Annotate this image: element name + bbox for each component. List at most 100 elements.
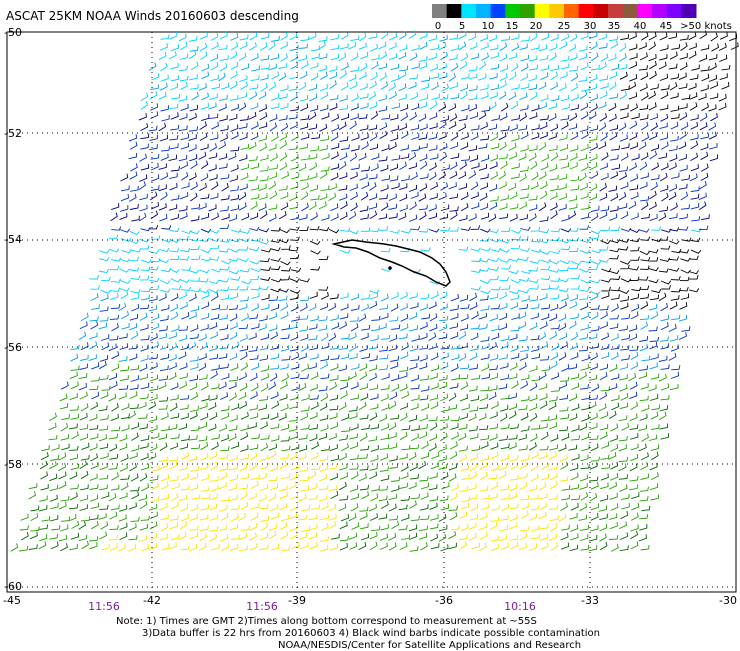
wind-barb [178, 236, 189, 241]
wind-barb [298, 494, 307, 502]
wind-barb [469, 154, 479, 162]
wind-barb [650, 294, 660, 301]
wind-barb [648, 249, 659, 254]
wind-barb [258, 228, 270, 233]
wind-barb [558, 352, 567, 361]
note-line-1: Note: 1) Times are GMT 2)Times along bot… [116, 616, 537, 627]
wind-barb [249, 354, 259, 361]
wind-barb [499, 141, 507, 151]
wind-barb [401, 534, 411, 540]
wind-barb [578, 514, 588, 521]
wind-barb [200, 312, 210, 320]
wind-barb [58, 501, 67, 510]
wind-barb [678, 141, 687, 150]
wind-barb [369, 143, 379, 151]
lat-label: -58 [4, 458, 22, 471]
wind-barb [241, 313, 249, 322]
legend-swatch [461, 4, 477, 18]
wind-barb [150, 153, 160, 160]
wind-barb [600, 343, 610, 350]
wind-barb [589, 162, 598, 171]
wind-barb [290, 92, 298, 102]
wind-barb [268, 204, 278, 211]
wind-barb [168, 423, 178, 431]
wind-barb [199, 121, 207, 130]
wind-barb [529, 365, 538, 372]
wind-barb [249, 532, 257, 541]
wind-barb [108, 493, 117, 502]
wind-barb [69, 544, 78, 551]
wind-barb [538, 371, 547, 380]
wind-barb [410, 474, 419, 480]
wind-barb [500, 485, 510, 491]
wind-barb [289, 402, 298, 410]
wind-barb [670, 371, 679, 379]
wind-barb [229, 238, 240, 243]
wind-barb [298, 514, 308, 521]
wind-barb [499, 42, 508, 51]
wind-barb [560, 532, 569, 541]
wind-barb [401, 425, 411, 431]
wind-barb [530, 238, 541, 243]
wind-barb [638, 534, 647, 542]
wind-barb [318, 324, 328, 332]
wind-barb [289, 193, 298, 202]
wind-barb [188, 50, 197, 60]
wind-barb [268, 450, 277, 460]
wind-barb [708, 122, 717, 131]
wind-barb [551, 342, 560, 351]
wind-barb [650, 444, 660, 452]
wind-barb [539, 445, 549, 451]
wind-barb [610, 40, 619, 49]
wind-barb [21, 531, 29, 541]
wind-barb [219, 206, 229, 212]
wind-barb [608, 410, 617, 419]
wind-barb [289, 278, 300, 283]
wind-barb [638, 65, 648, 71]
wind-barb [700, 66, 710, 72]
wind-barb [558, 322, 567, 331]
wind-barb [668, 32, 677, 40]
wind-barb [419, 504, 429, 511]
wind-barb [539, 393, 548, 401]
wind-barb [298, 163, 307, 172]
wind-barb [238, 122, 248, 130]
wind-barb [60, 422, 69, 432]
wind-barb [189, 74, 198, 81]
wind-barb [140, 435, 150, 442]
wind-barb [270, 133, 279, 142]
wind-barb [319, 545, 329, 552]
wind-barb [119, 343, 128, 350]
wind-barb [89, 536, 99, 542]
wind-barb [51, 444, 60, 451]
wind-barb [210, 484, 219, 492]
wind-barb [580, 302, 589, 311]
wind-barb [630, 256, 640, 261]
wind-barb [139, 312, 148, 321]
wind-barb [449, 322, 459, 329]
wind-barb [201, 474, 210, 482]
wind-barb [278, 62, 288, 69]
wind-barb [678, 83, 688, 90]
wind-barb [390, 414, 400, 420]
wind-barb [140, 463, 149, 471]
wind-barb [321, 112, 330, 120]
note-line-3: NOAA/NESDIS/Center for Satellite Applica… [278, 640, 582, 651]
wind-barb [518, 277, 530, 282]
wind-barb [360, 445, 370, 451]
wind-barb [371, 485, 380, 492]
wind-barb [278, 115, 288, 121]
wind-barb [449, 492, 458, 501]
wind-barb [240, 501, 249, 510]
wind-barb [568, 203, 578, 210]
wind-barb [248, 175, 258, 182]
wind-barb [599, 75, 609, 81]
wind-barb [469, 42, 478, 50]
wind-barb [399, 383, 408, 392]
wind-barb [359, 124, 369, 131]
wind-barb [620, 354, 630, 361]
wind-barb [639, 181, 648, 190]
wind-barb [378, 63, 387, 70]
wind-barb [399, 65, 409, 72]
wind-barb [240, 362, 249, 371]
